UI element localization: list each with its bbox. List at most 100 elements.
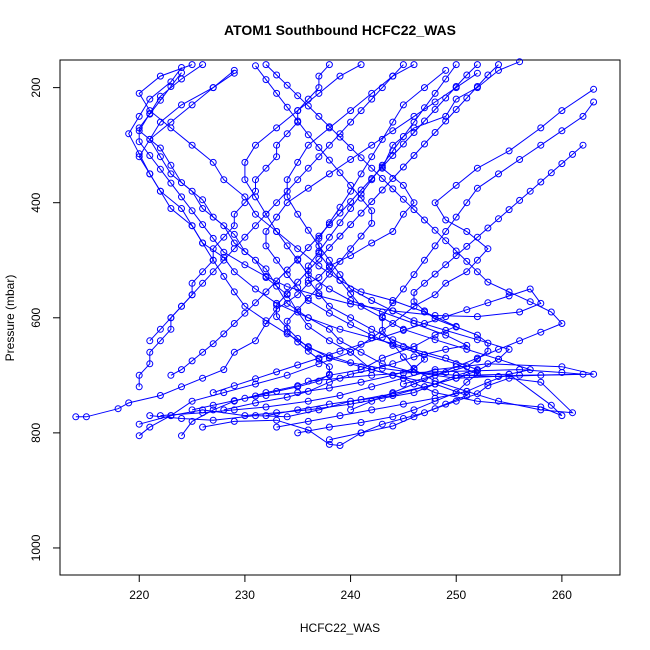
- data-point: [336, 219, 344, 227]
- data-point: [304, 377, 312, 385]
- data-point: [357, 419, 365, 426]
- data-point: [399, 163, 407, 171]
- data-point: [283, 413, 291, 421]
- data-point: [505, 147, 513, 155]
- data-point: [431, 312, 439, 319]
- data-point: [252, 380, 259, 388]
- data-point: [188, 279, 196, 287]
- data-point: [252, 222, 259, 230]
- data-point: [294, 255, 302, 263]
- data-point: [410, 380, 418, 388]
- data-point: [368, 397, 376, 405]
- data-point: [294, 278, 302, 286]
- data-point: [230, 288, 238, 296]
- data-point: [347, 144, 355, 151]
- data-point: [410, 61, 418, 69]
- data-point: [156, 72, 164, 80]
- data-point: [399, 210, 407, 218]
- data-point: [410, 129, 418, 136]
- data-point: [452, 397, 460, 405]
- data-point: [389, 360, 397, 368]
- x-tick-label: 220: [129, 588, 149, 602]
- data-point: [452, 106, 460, 113]
- data-point: [389, 228, 397, 235]
- data-point: [537, 406, 545, 414]
- data-point: [516, 308, 524, 316]
- data-point: [368, 297, 376, 304]
- data-point: [421, 84, 428, 92]
- data-point: [273, 416, 281, 424]
- data-point: [230, 268, 238, 276]
- data-point: [199, 205, 207, 212]
- data-point: [537, 378, 545, 386]
- data-point: [230, 245, 238, 253]
- data-point: [315, 153, 323, 161]
- data-point: [188, 207, 196, 215]
- data-point: [199, 268, 207, 276]
- data-point: [399, 285, 407, 293]
- data-point: [579, 141, 587, 149]
- data-point: [357, 363, 365, 371]
- data-point: [241, 302, 249, 310]
- data-point: [442, 279, 450, 287]
- data-point: [357, 232, 365, 240]
- data-point: [230, 348, 238, 356]
- data-point: [156, 144, 164, 152]
- data-point: [252, 375, 259, 383]
- data-point: [188, 187, 196, 195]
- data-point: [241, 248, 249, 256]
- y-tick-label: 600: [29, 307, 43, 327]
- data-point: [431, 368, 439, 376]
- data-point: [230, 417, 238, 425]
- data-point: [399, 181, 407, 189]
- data-point: [252, 412, 259, 420]
- data-point: [399, 380, 407, 388]
- data-point: [230, 222, 238, 230]
- series-line-2: [138, 64, 458, 436]
- data-point: [304, 95, 312, 103]
- data-point: [526, 285, 534, 293]
- data-point: [315, 354, 323, 362]
- data-point: [347, 107, 355, 115]
- data-point: [262, 272, 270, 280]
- data-point: [304, 141, 312, 149]
- data-point: [156, 165, 164, 173]
- data-point: [220, 222, 228, 230]
- data-point: [156, 187, 164, 195]
- data-point: [325, 309, 333, 317]
- data-point: [188, 291, 196, 299]
- data-point: [325, 270, 333, 278]
- data-point: [178, 205, 185, 212]
- data-point: [199, 374, 207, 382]
- data-point: [199, 409, 207, 417]
- data-point: [484, 278, 492, 286]
- data-point: [421, 409, 428, 417]
- data-point: [304, 276, 312, 284]
- data-point: [252, 337, 259, 345]
- data-point: [473, 61, 481, 69]
- x-axis-label: HCFC22_WAS: [300, 621, 380, 635]
- data-point: [294, 245, 302, 253]
- data-point: [495, 355, 502, 363]
- data-point: [495, 397, 502, 405]
- data-point: [241, 394, 249, 402]
- data-point: [452, 61, 460, 69]
- data-point: [452, 181, 460, 189]
- data-point: [135, 138, 143, 146]
- data-point: [368, 383, 376, 391]
- data-point: [516, 156, 524, 163]
- data-point: [526, 298, 534, 306]
- data-point: [167, 83, 175, 90]
- data-point: [125, 399, 133, 407]
- data-point: [304, 406, 312, 414]
- data-point: [378, 420, 386, 428]
- data-point: [135, 383, 143, 391]
- data-point: [463, 345, 471, 353]
- data-point: [516, 196, 524, 204]
- data-point: [431, 270, 439, 278]
- data-point: [199, 196, 207, 204]
- data-point: [220, 248, 228, 256]
- data-point: [389, 127, 397, 135]
- data-point: [283, 290, 291, 298]
